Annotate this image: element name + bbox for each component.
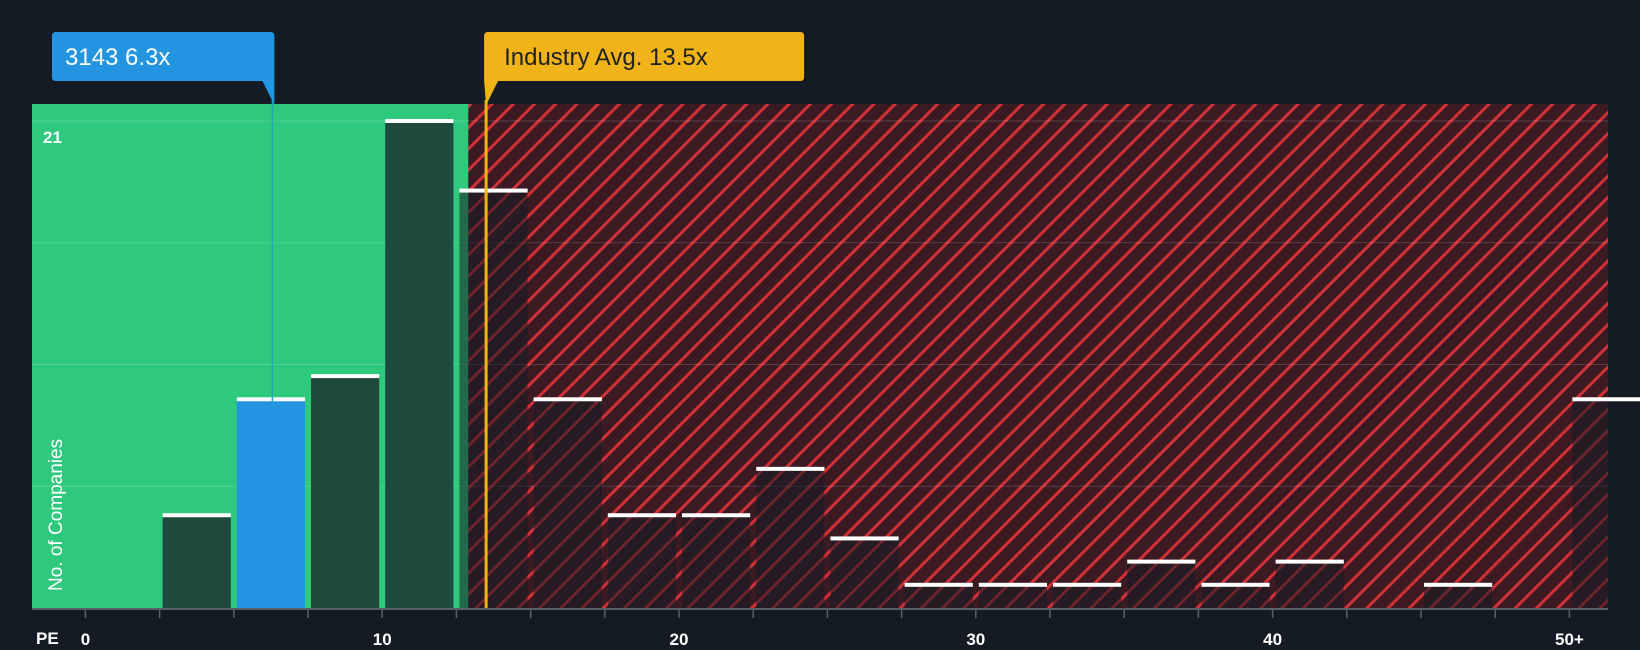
y-axis-label: No. of Companies <box>46 439 67 591</box>
bar-top-cap <box>682 513 751 518</box>
bar-top-cap <box>533 397 602 402</box>
histogram-bar <box>682 515 751 608</box>
histogram-bar <box>904 584 973 608</box>
x-ticks: 0 10 20 30 40 50+ <box>81 608 1584 649</box>
histogram-bar <box>607 515 677 608</box>
bar-top-cap <box>978 582 1048 587</box>
bar-top-cap <box>459 188 528 193</box>
company-pe-label: 3143 6.3x <box>65 44 170 71</box>
bar-top-cap <box>1572 397 1640 402</box>
histogram-bar <box>311 376 380 608</box>
bar-top-cap <box>607 513 677 518</box>
histogram-bar <box>1424 584 1493 608</box>
histogram-bar <box>1275 561 1344 608</box>
x-tick-label: 30 <box>966 630 985 649</box>
bar-top-cap <box>236 397 306 402</box>
histogram-bar <box>236 399 306 608</box>
bar-top-cap <box>311 374 380 379</box>
histogram-bar <box>1053 584 1122 608</box>
bar-top-cap <box>1201 582 1270 587</box>
histogram-bar <box>1127 561 1196 608</box>
x-tick-label: 20 <box>670 630 689 649</box>
histogram-bar <box>533 399 602 608</box>
x-tick-label: 40 <box>1263 630 1282 649</box>
histogram-bar <box>162 515 231 608</box>
bar-top-cap <box>904 582 973 587</box>
industry-average-callout <box>484 32 805 105</box>
bar-top-cap <box>1053 582 1122 587</box>
histogram-bar <box>978 584 1048 608</box>
bar-top-cap <box>1127 559 1196 564</box>
y-tick-max-label: 21 <box>43 128 62 147</box>
company-pe-callout <box>52 32 275 105</box>
histogram-bar <box>756 468 825 608</box>
x-tick-label: 0 <box>81 630 90 649</box>
histogram-bar <box>459 190 528 609</box>
bar-top-cap <box>1424 582 1493 587</box>
x-tick-label: 10 <box>373 630 392 649</box>
bar-top-cap <box>1275 559 1344 564</box>
histogram-bar <box>1572 399 1640 608</box>
x-tick-label: 50+ <box>1555 630 1584 649</box>
bar-top-cap <box>162 513 231 518</box>
bar-top-cap <box>385 119 454 123</box>
industry-average-label: Industry Avg. 13.5x <box>504 44 708 71</box>
bar-top-cap <box>756 466 825 471</box>
histogram-bar <box>1201 584 1270 608</box>
bars <box>162 119 1640 609</box>
bar-top-cap <box>830 536 899 541</box>
industry-average-marker: Industry Avg. 13.5x <box>484 32 805 608</box>
company-marker: 3143 6.3x <box>52 32 275 402</box>
histogram-bar <box>385 121 454 608</box>
x-axis-label: PE <box>36 629 59 648</box>
histogram-bar <box>830 538 899 608</box>
